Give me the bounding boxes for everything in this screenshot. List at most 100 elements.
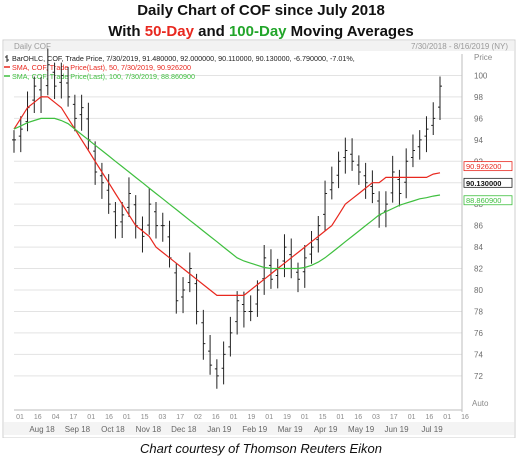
chart-caption: Chart courtesy of Thomson Reuters Eikon bbox=[139, 441, 383, 456]
x-month-label: Jan 19 bbox=[207, 425, 232, 434]
price-bar bbox=[79, 94, 84, 131]
price-bar bbox=[160, 212, 165, 242]
price-bar bbox=[323, 180, 328, 231]
price-bar bbox=[214, 359, 219, 389]
x-day-label: 16 bbox=[461, 414, 469, 421]
x-month-label: Aug 18 bbox=[29, 425, 55, 434]
price-bar bbox=[72, 94, 77, 132]
price-bar bbox=[431, 102, 436, 135]
x-day-label: 01 bbox=[301, 414, 309, 421]
price-bar bbox=[208, 335, 213, 375]
x-day-label: 16 bbox=[105, 414, 113, 421]
x-day-label: 15 bbox=[141, 414, 149, 421]
price-bar bbox=[309, 231, 314, 264]
price-bar bbox=[120, 202, 125, 238]
y-tick-label: 86 bbox=[474, 222, 483, 231]
price-bar bbox=[66, 66, 71, 107]
price-bar bbox=[45, 48, 50, 96]
price-bar bbox=[329, 166, 334, 200]
chart-title: Daily Chart of COF since July 2018 bbox=[137, 2, 385, 19]
legend-entry: SMA, COF, Trade Price(Last), 50, 7/30/20… bbox=[12, 63, 191, 72]
price-bar bbox=[59, 62, 64, 99]
price-value-tag bbox=[463, 177, 513, 188]
x-month-label: Dec 18 bbox=[171, 425, 197, 434]
price-bar bbox=[438, 76, 442, 120]
price-bar bbox=[370, 170, 375, 204]
subtitle-suffix: Moving Averages bbox=[286, 23, 414, 40]
y-tick-label: 100 bbox=[474, 71, 488, 80]
legend-entry: SMA, COF, Trade Price(Last), 100, 7/30/2… bbox=[12, 72, 195, 81]
ohlc-icon bbox=[5, 55, 9, 62]
x-month-label: Jul 19 bbox=[421, 425, 443, 434]
subtitle-middle: and bbox=[193, 23, 229, 40]
x-month-label: Sep 18 bbox=[65, 425, 91, 434]
x-day-label: 16 bbox=[34, 414, 42, 421]
price-bar bbox=[126, 177, 131, 218]
price-bar bbox=[93, 141, 98, 185]
subtitle-sma50: 50-Day bbox=[144, 23, 194, 40]
x-day-label: 01 bbox=[87, 414, 95, 421]
price-bar bbox=[424, 116, 429, 153]
chart-header-bar bbox=[4, 41, 514, 51]
price-bar bbox=[410, 134, 415, 168]
x-day-label: 17 bbox=[390, 414, 398, 421]
price-bar bbox=[12, 130, 16, 153]
price-bar bbox=[282, 234, 287, 278]
x-day-label: 16 bbox=[212, 414, 220, 421]
price-bar bbox=[255, 280, 260, 317]
x-day-label: 19 bbox=[248, 414, 256, 421]
x-day-label: 17 bbox=[70, 414, 78, 421]
x-axis: 01 16 04 17 01 16 01 15 03 17 02 16 01 19 01 19 01 15 01 16… bbox=[4, 409, 514, 435]
x-day-label: 15 bbox=[319, 414, 327, 421]
x-month-label: May 19 bbox=[348, 425, 375, 434]
y-tick-label: 96 bbox=[474, 114, 483, 123]
legend-entry: BarOHLC, COF, Trade Price, 7/30/2019, 91… bbox=[12, 54, 355, 63]
x-day-label: 01 bbox=[408, 414, 416, 421]
price-bar bbox=[262, 244, 267, 295]
price-bar bbox=[187, 252, 192, 293]
x-day-label: 03 bbox=[159, 414, 167, 421]
x-day-label: 19 bbox=[283, 414, 291, 421]
price-bar bbox=[248, 295, 253, 322]
y-tick-label: 74 bbox=[474, 350, 483, 359]
x-day-label: 16 bbox=[426, 414, 434, 421]
y-axis-label: Price bbox=[474, 53, 493, 62]
x-month-label: Nov 18 bbox=[136, 425, 162, 434]
price-bar bbox=[404, 148, 409, 199]
price-bar bbox=[174, 263, 179, 314]
x-day-label: 16 bbox=[354, 414, 362, 421]
price-bar bbox=[383, 191, 388, 228]
price-bar bbox=[113, 202, 118, 239]
legend: BarOHLC, COF, Trade Price, 7/30/2019, 91… bbox=[4, 54, 355, 81]
sma100-line bbox=[13, 117, 441, 270]
sma100-value-tag bbox=[463, 195, 513, 206]
price-bar bbox=[52, 62, 57, 100]
sma50-line bbox=[13, 96, 441, 296]
x-day-label: 01 bbox=[230, 414, 238, 421]
stock-chart: Daily COF 7/30/2018 - 8/16/2019 (NY) Bar… bbox=[2, 39, 516, 438]
month-strip bbox=[4, 422, 514, 435]
price-bar bbox=[397, 169, 402, 207]
y-tick-label: 80 bbox=[474, 286, 483, 295]
price-bar bbox=[363, 162, 368, 199]
y-tick-label: 78 bbox=[474, 307, 483, 316]
price-bar bbox=[221, 341, 226, 385]
price-bar bbox=[181, 277, 186, 314]
x-day-label: 01 bbox=[123, 414, 131, 421]
price-bar bbox=[99, 162, 104, 199]
price-bar bbox=[18, 116, 23, 153]
chart-frame bbox=[2, 39, 516, 438]
x-month-label: Apr 19 bbox=[314, 425, 338, 434]
y-tick-label: 84 bbox=[474, 243, 483, 252]
price-bar bbox=[201, 309, 206, 360]
chart-header-left: Daily COF bbox=[14, 42, 51, 51]
price-bar bbox=[336, 151, 341, 189]
price-bar bbox=[106, 174, 111, 214]
price-bar bbox=[194, 273, 199, 325]
price-bar bbox=[147, 188, 152, 235]
y-tick-label: 72 bbox=[474, 372, 483, 381]
x-day-label: 04 bbox=[52, 414, 60, 421]
x-day-label: 01 bbox=[337, 414, 345, 421]
y-tick-label: 76 bbox=[474, 329, 483, 338]
price-bar bbox=[417, 130, 422, 160]
